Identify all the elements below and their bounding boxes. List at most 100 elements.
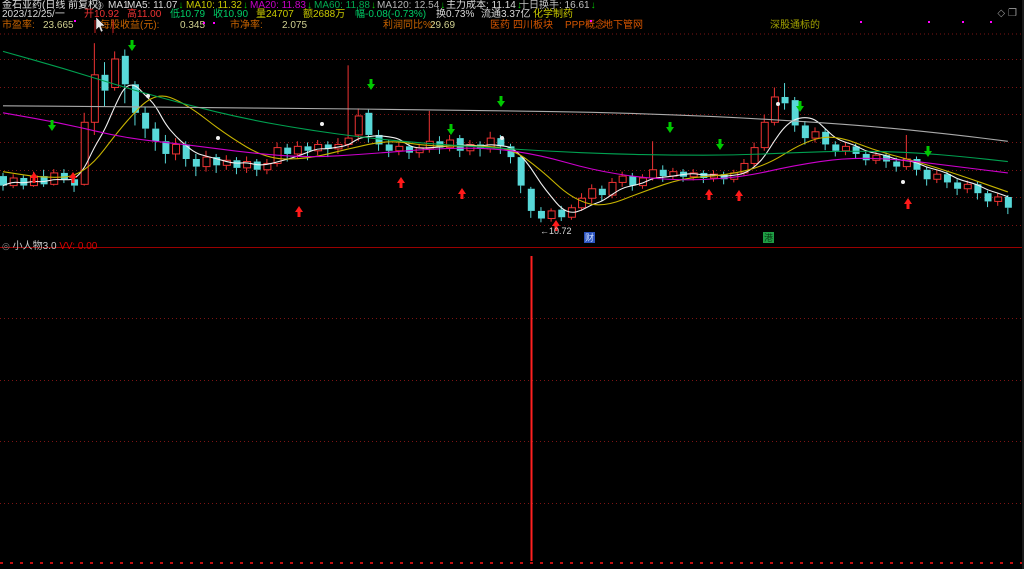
sell-arrow-icon — [128, 40, 136, 51]
buy-arrow-icon — [397, 177, 405, 188]
marker-dot — [216, 136, 220, 140]
sell-arrow-icon — [796, 101, 804, 112]
sector-tag[interactable]: 深股通标的 — [770, 20, 820, 31]
ma1-label: MA1 — [108, 0, 129, 11]
candle-down — [923, 169, 931, 180]
stat-label: 市盈率: — [2, 20, 35, 31]
candle-down — [40, 176, 48, 185]
event-marker-box[interactable] — [584, 232, 595, 243]
buy-arrow-icon — [904, 198, 912, 209]
candle-down — [192, 159, 200, 167]
candle-up — [608, 181, 617, 196]
buy-arrow-icon — [735, 190, 743, 201]
buy-arrow-icon — [458, 188, 466, 199]
candle-up — [588, 188, 597, 199]
buy-arrow-icon — [705, 189, 713, 200]
signal-dot — [74, 20, 76, 22]
sell-arrow-icon — [48, 120, 56, 131]
candle-up — [446, 139, 455, 149]
candle-up — [689, 172, 698, 178]
mouse-cursor-icon — [95, 16, 106, 33]
candle-down — [60, 172, 68, 180]
candle-down — [497, 138, 505, 147]
sell-arrow-icon — [367, 79, 375, 90]
candle-down — [984, 193, 992, 202]
stat-label: 每股收益(元): — [100, 20, 160, 31]
min-price-label: ←10.72 — [540, 226, 572, 236]
buy-arrow-icon — [30, 172, 38, 183]
candle-up — [811, 131, 820, 139]
candle-up — [354, 115, 363, 136]
ma-value: 主力成本: 11.14↓ — [446, 0, 522, 11]
stat-value: 0.345 — [180, 20, 206, 31]
ma-line-ma10 — [2, 95, 1009, 206]
candle-up — [618, 175, 627, 183]
candle-down — [791, 100, 799, 126]
marker-dot — [901, 180, 905, 184]
header-ma-row: 金石亚药(日线 前复权) ◎ MA1 MA5: 11.07↓ MA10: 11.3… — [0, 0, 1024, 11]
ma-value: MA5: 11.07↓ — [127, 0, 184, 11]
sector-tag[interactable]: PPP概念 — [565, 20, 606, 31]
candle-down — [152, 128, 160, 142]
candle-down — [527, 188, 535, 211]
candle-down — [456, 138, 464, 151]
candle-up — [395, 145, 404, 152]
signal-dot — [860, 21, 862, 23]
candle-up — [172, 143, 181, 155]
candle-down — [324, 144, 332, 149]
stat-value: 29.69 — [430, 20, 456, 31]
indicator-badge-icon[interactable]: ◎ — [96, 0, 104, 10]
quote-segment: 化学制药 — [533, 9, 573, 20]
candle-down — [954, 182, 962, 189]
window-controls[interactable]: ◇❐ — [997, 8, 1020, 19]
down-arrow-icon: ↓ — [306, 0, 312, 11]
down-arrow-icon: ↓ — [516, 0, 522, 11]
candle-down — [253, 161, 261, 170]
buy-arrow-icon — [552, 220, 560, 231]
down-arrow-icon: ↓ — [440, 0, 446, 11]
candle-down — [507, 146, 515, 158]
indicator-name[interactable]: 小人物3.0 — [12, 241, 57, 252]
header-quote-row: 2023/12/25/一 开10.92 高11.00 低10.79 收10.90 量247… — [0, 9, 1024, 20]
candle-down — [182, 144, 190, 160]
event-marker-text[interactable]: 港 — [764, 232, 773, 243]
candle-down — [913, 159, 921, 170]
quote-segment: 2023/12/25/一 — [2, 9, 65, 20]
event-marker-text[interactable]: 财 — [585, 232, 594, 243]
candle-up — [293, 145, 302, 155]
candle-up — [933, 173, 942, 180]
quote-segment: 低10.79 — [170, 9, 206, 20]
sector-tag[interactable]: 四川板块 — [513, 20, 553, 31]
signal-dot — [962, 21, 964, 23]
candle-down — [233, 160, 241, 168]
candle-down — [943, 174, 951, 183]
ma-line-ma60 — [2, 50, 1008, 163]
candle-up — [578, 197, 587, 209]
stat-value: 23.665 — [43, 20, 74, 31]
quote-segment: 收10.90 — [213, 9, 249, 20]
ma-value: MA120: 12.54↓ — [377, 0, 446, 11]
buy-arrow-icon — [69, 172, 77, 183]
candle-down — [629, 176, 637, 186]
sector-tag[interactable]: 医药 — [490, 20, 510, 31]
candle-up — [202, 156, 211, 168]
candle-up — [547, 210, 556, 220]
ma-line-ma20 — [2, 112, 1008, 181]
diamond-icon[interactable]: ◇ — [997, 8, 1009, 19]
sector-tag[interactable]: 地下管网 — [603, 20, 643, 31]
candle-down — [213, 157, 221, 166]
stat-label: 利润同比%: — [383, 20, 435, 31]
signal-dot — [203, 22, 205, 24]
candle-down — [801, 125, 809, 139]
candle-up — [50, 172, 59, 185]
header-stats-row: 市盈率: 23.665 每股收益(元): 0.345 市净率: 2.075 利润同比%: 29… — [0, 20, 1024, 34]
split-panes-icon[interactable]: ❐ — [1008, 8, 1020, 19]
candle-down — [598, 188, 606, 196]
marker-dot — [776, 102, 780, 106]
indicator-badge-icon[interactable]: ◎ — [2, 241, 10, 251]
event-marker-box[interactable] — [763, 232, 774, 243]
candle-down — [893, 161, 901, 167]
candle-down — [375, 134, 383, 145]
ma-value: MA60: 11.88↓ — [314, 0, 376, 11]
